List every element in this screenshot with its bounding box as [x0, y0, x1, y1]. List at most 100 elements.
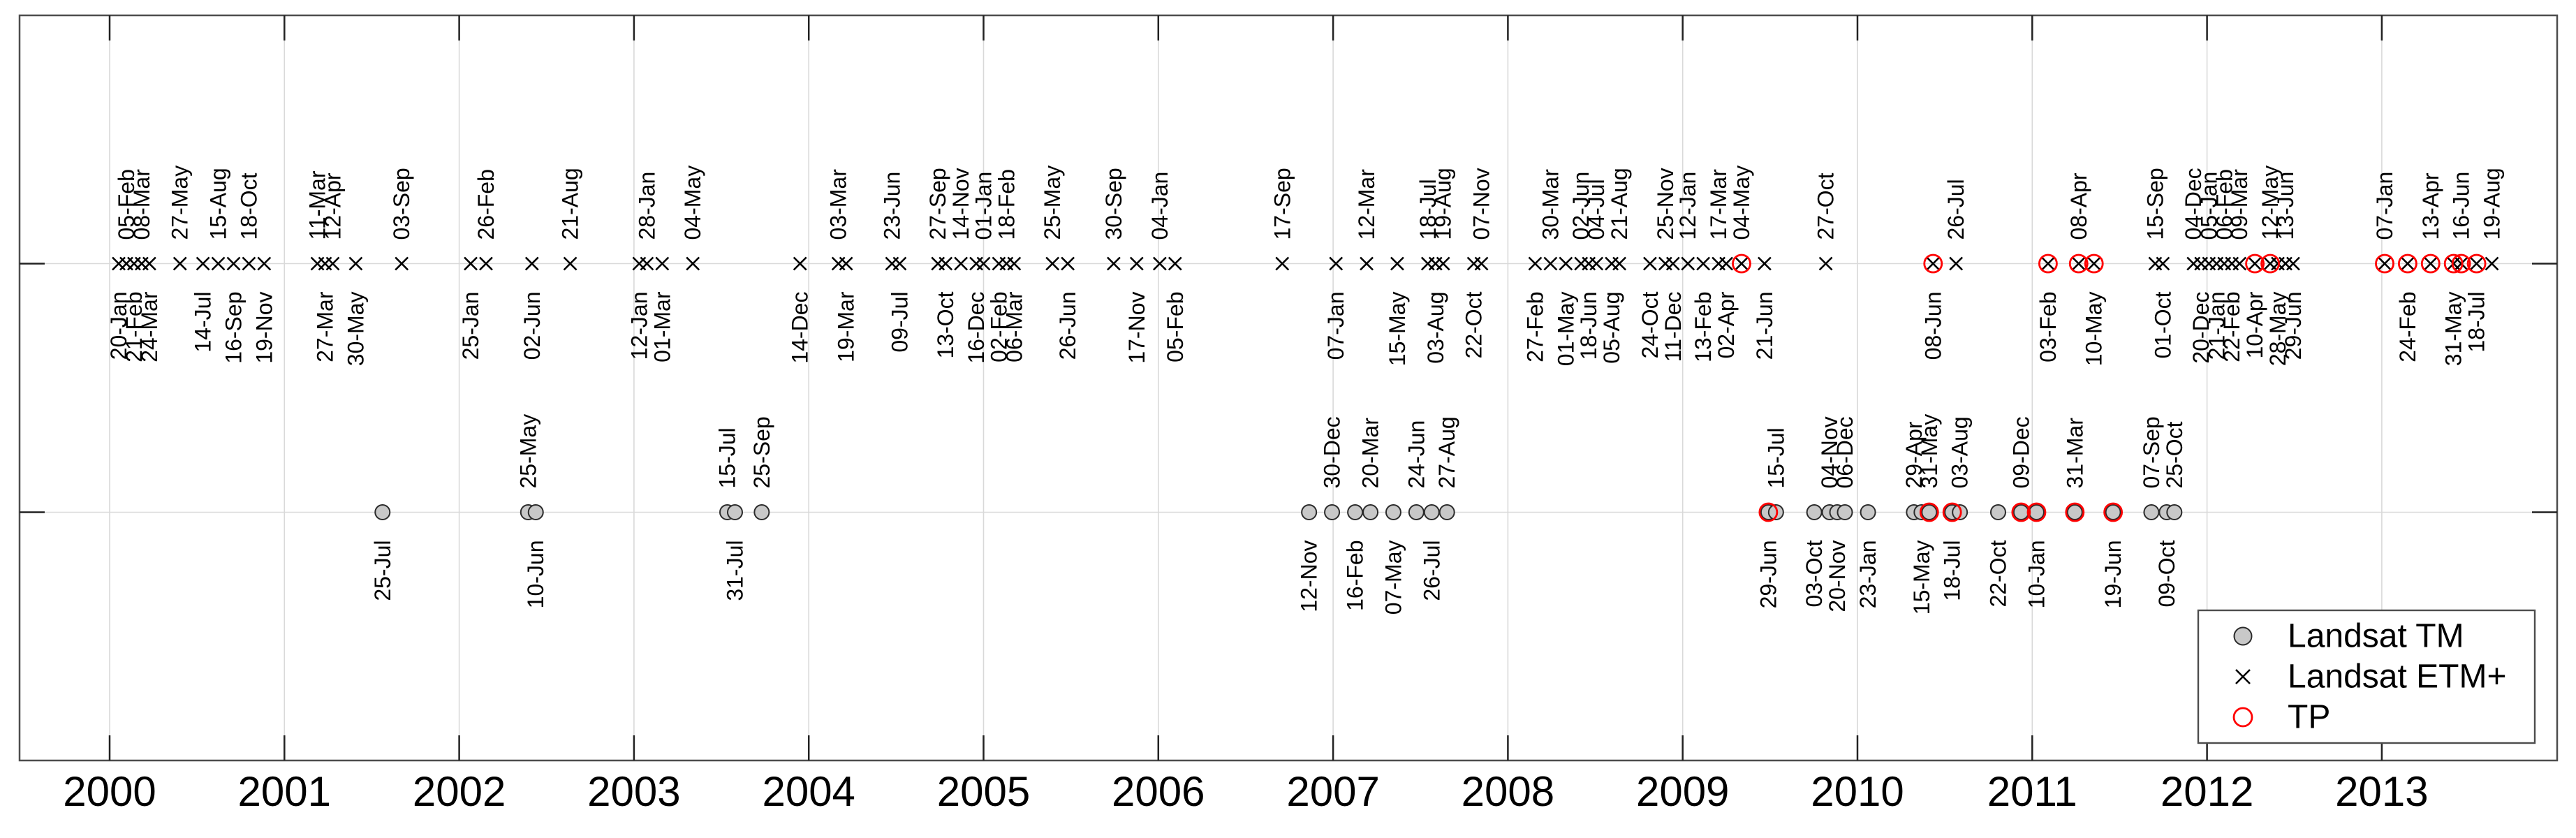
etm-date-label: 20-Jan — [106, 292, 131, 360]
legend-box — [2197, 609, 2536, 744]
tm-date-label: 31-Mar — [2062, 418, 2087, 489]
tm-date-label: 25-Jul — [370, 541, 395, 601]
tp-marker — [1919, 502, 1939, 522]
etm-date-label: 13-Oct — [933, 291, 958, 358]
tm-date-label: 22-Oct — [1985, 540, 2010, 607]
tm-marker — [1989, 504, 2006, 520]
etm-date-label: 11-Dec — [1661, 292, 1686, 362]
tm-marker — [2012, 504, 2029, 520]
etm-marker — [172, 256, 187, 271]
etm-marker — [1007, 256, 1022, 271]
etm-date-label: 02-Apr — [1714, 291, 1739, 358]
tp-marker — [2011, 502, 2031, 522]
tm-marker — [2028, 504, 2045, 520]
tm-date-label: 25-Sep — [749, 416, 774, 488]
etm-date-label: 21-Jan — [2204, 292, 2229, 360]
etm-date-label: 15-Aug — [206, 168, 231, 240]
etm-date-label: 27-Mar — [313, 291, 338, 362]
etm-date-label: 10-May — [2082, 292, 2107, 367]
etm-marker — [1949, 256, 1964, 271]
etm-marker — [2454, 256, 2468, 271]
tm-date-label: 03-Oct — [1802, 540, 1827, 607]
etm-marker — [1926, 256, 1941, 271]
etm-marker — [1665, 256, 1680, 271]
etm-marker — [2485, 256, 2499, 271]
etm-marker — [793, 256, 807, 271]
etm-marker — [142, 256, 156, 271]
etm-date-label: 05-Jan — [2196, 172, 2221, 240]
etm-marker — [2378, 256, 2392, 271]
year-label: 2013 — [2335, 768, 2428, 815]
etm-marker — [2423, 256, 2438, 271]
tm-marker — [1301, 504, 1318, 520]
etm-date-label: 13-Apr — [2418, 172, 2443, 240]
year-label: 2003 — [587, 768, 680, 815]
etm-date-label: 26-Jun — [1055, 292, 1080, 360]
etm-date-label: 03-Feb — [2036, 292, 2061, 362]
etm-date-label: 16-Jun — [2449, 172, 2474, 240]
etm-marker — [1757, 256, 1772, 271]
tp-marker — [2398, 253, 2417, 274]
etm-marker — [640, 256, 654, 271]
tp-marker — [2451, 253, 2471, 274]
tm-date-label: 09-Dec — [2008, 416, 2033, 488]
etm-date-label: 04-Jan — [1147, 172, 1172, 240]
etm-marker — [2248, 256, 2262, 271]
tp-marker — [2068, 253, 2089, 274]
tm-date-label: 19-Jun — [2100, 541, 2126, 609]
etm-date-label: 13-Jun — [2273, 172, 2298, 240]
tm-marker — [1860, 504, 1876, 520]
legend-label: TP — [2288, 699, 2330, 736]
etm-marker — [1528, 256, 1543, 271]
etm-marker — [1589, 256, 1604, 271]
etm-date-label: 08-Jun — [1920, 292, 1945, 360]
legend-tp-circle-icon — [2232, 707, 2253, 728]
legend-label: Landsat ETM+ — [2288, 659, 2507, 696]
etm-date-label: 26-Jul — [1943, 179, 1968, 240]
etm-date-label: 08-Apr — [2066, 172, 2091, 240]
etm-date-label: 06-Feb — [2211, 169, 2237, 240]
tm-marker — [726, 504, 743, 520]
etm-marker — [1390, 256, 1404, 271]
etm-date-label: 04-Jul — [1584, 179, 1609, 240]
etm-date-label: 21-Jun — [1752, 292, 1777, 360]
etm-date-label: 21-Aug — [1607, 168, 1632, 240]
etm-date-label: 19-Aug — [1431, 168, 1456, 240]
tm-marker — [1921, 504, 1938, 520]
etm-date-label: 12-May — [2258, 166, 2283, 240]
tm-marker — [1347, 504, 1364, 520]
tm-marker — [1806, 504, 1823, 520]
etm-marker — [1275, 256, 1290, 271]
etm-date-label: 01-Jan — [971, 172, 996, 240]
tm-marker — [2143, 504, 2160, 520]
tm-date-label: 31-Jul — [722, 541, 747, 601]
tm-date-label: 06-Dec — [1832, 416, 1857, 488]
etm-date-label: 05-Aug — [1599, 292, 1624, 364]
etm-date-label: 04-May — [1729, 166, 1754, 240]
tp-marker — [2443, 253, 2464, 274]
tm-marker — [374, 504, 391, 520]
etm-marker — [226, 256, 241, 271]
tm-date-label: 04-Nov — [1817, 416, 1842, 488]
tm-marker — [1438, 504, 1455, 520]
tm-marker — [1837, 504, 1853, 520]
etm-marker — [464, 256, 478, 271]
etm-date-label: 14-Dec — [788, 292, 813, 364]
tm-date-label: 26-Jul — [1419, 541, 1444, 601]
etm-date-label: 18-Jul — [2464, 292, 2489, 353]
etm-marker — [2156, 256, 2170, 271]
etm-marker — [196, 256, 210, 271]
year-label: 2010 — [1811, 768, 1904, 815]
tm-marker — [1952, 504, 1968, 520]
etm-marker — [939, 256, 953, 271]
tm-marker — [2166, 504, 2183, 520]
etm-marker — [1719, 256, 1733, 271]
etm-marker — [1061, 256, 1075, 271]
tm-date-label: 20-Nov — [1825, 541, 1850, 612]
tm-date-label: 25-Oct — [2162, 421, 2187, 488]
etm-marker — [2040, 256, 2055, 271]
etm-date-label: 06-Mar — [1001, 291, 1026, 362]
etm-date-label: 07-Jan — [1323, 292, 1348, 360]
etm-marker — [1045, 256, 1060, 271]
